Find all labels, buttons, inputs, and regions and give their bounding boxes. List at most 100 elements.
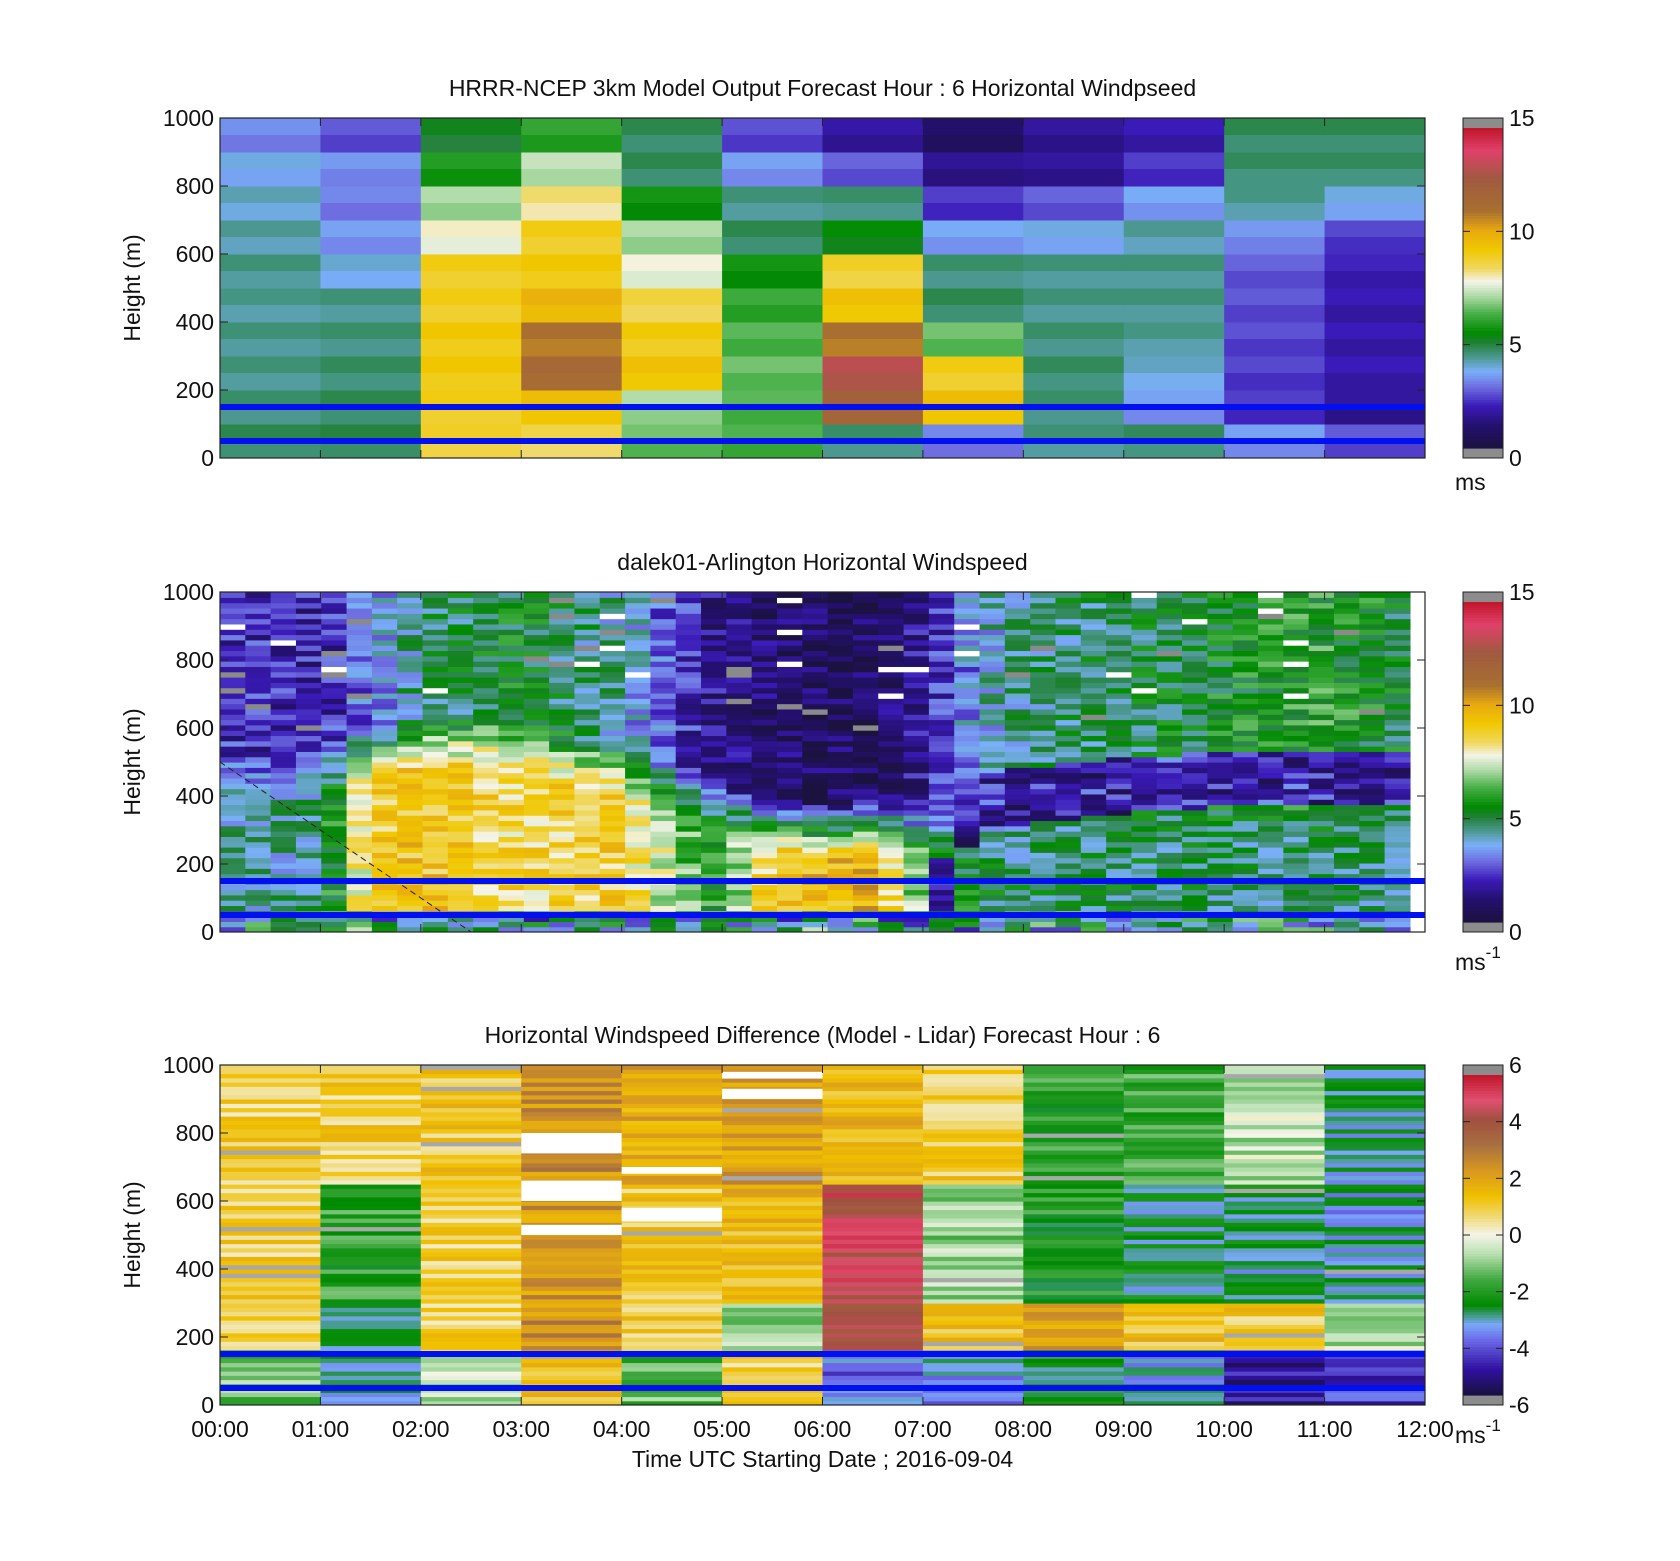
colorbar-swatch: [1463, 690, 1503, 694]
heatmap-cell: [523, 618, 550, 625]
heatmap-cell: [1308, 767, 1335, 774]
heatmap-cell: [599, 714, 626, 721]
heatmap-cell: [675, 799, 702, 806]
colorbar-swatch: [1463, 1160, 1503, 1164]
heatmap-cell: [954, 884, 981, 891]
heatmap-cell: [1055, 815, 1082, 822]
heatmap-cell: [726, 847, 753, 853]
heatmap-cell: [621, 1379, 723, 1385]
heatmap-cell: [928, 767, 955, 774]
heatmap-cell: [625, 645, 652, 652]
heatmap-cell: [1283, 815, 1310, 822]
heatmap-cell: [1283, 868, 1310, 875]
heatmap-cell: [574, 623, 601, 630]
heatmap-cell: [346, 698, 373, 705]
heatmap-cell: [1030, 831, 1057, 837]
heatmap-cell: [822, 1124, 924, 1130]
heatmap-cell: [1324, 1069, 1425, 1075]
heatmap-cell: [675, 629, 702, 636]
heatmap-cell: [776, 655, 803, 662]
heatmap-cell: [321, 847, 348, 853]
heatmap-cell: [1283, 905, 1310, 912]
heatmap-cell: [1004, 703, 1031, 710]
heatmap-cell: [751, 916, 778, 922]
heatmap-cell: [320, 1201, 422, 1206]
heatmap-cell: [1384, 730, 1411, 737]
heatmap-cell: [722, 1209, 824, 1215]
heatmap-cell: [1384, 597, 1411, 604]
heatmap-cell: [1258, 751, 1284, 758]
heatmap-cell: [220, 1175, 322, 1181]
heatmap-cell: [1232, 857, 1259, 864]
colorbar-swatch: [1463, 735, 1503, 739]
heatmap-cell: [726, 661, 753, 667]
heatmap-cell: [1004, 719, 1031, 726]
heatmap-cell: [1004, 677, 1031, 683]
colorbar-swatch: [1463, 847, 1503, 851]
heatmap-cell: [270, 825, 297, 832]
heatmap-cell: [722, 237, 823, 255]
heatmap-cell: [220, 1077, 322, 1083]
heatmap-cell: [1207, 884, 1234, 891]
heatmap-cell: [295, 666, 322, 673]
heatmap-cell: [852, 793, 879, 800]
colorbar-swatch: [1463, 671, 1503, 675]
heatmap-cell: [822, 1154, 924, 1160]
heatmap-cell: [1232, 719, 1259, 726]
heatmap-cell: [422, 671, 449, 678]
heatmap-cell: [1283, 889, 1310, 896]
heatmap-cell: [1224, 424, 1326, 442]
heatmap-cell: [521, 1379, 623, 1385]
colorbar-swatch: [1463, 317, 1503, 321]
heatmap-cell: [397, 634, 424, 641]
heatmap-cell: [521, 1154, 623, 1160]
heatmap-cell: [498, 767, 525, 774]
heatmap-cell: [295, 847, 322, 853]
heatmap-cell: [726, 788, 753, 795]
heatmap-cell: [1106, 756, 1133, 763]
heatmap-cell: [903, 655, 930, 662]
heatmap-cell: [1004, 682, 1031, 689]
heatmap-cell: [498, 884, 525, 891]
heatmap-cell: [1131, 889, 1158, 896]
heatmap-cell: [1023, 1239, 1125, 1245]
heatmap-cell: [1131, 756, 1158, 763]
heatmap-cell: [397, 687, 424, 694]
heatmap-cell: [371, 847, 398, 853]
heatmap-cell: [1123, 1375, 1225, 1381]
heatmap-cell: [1283, 746, 1310, 752]
heatmap-cell: [220, 1247, 322, 1253]
heatmap-cell: [903, 730, 930, 737]
colorbar-swatch: [1463, 1224, 1503, 1228]
heatmap-cell: [1308, 698, 1335, 705]
heatmap-cell: [1224, 1247, 1326, 1253]
heatmap-cell: [650, 804, 677, 811]
heatmap-cell: [954, 777, 981, 784]
heatmap-cell: [473, 677, 500, 683]
heatmap-cell: [1207, 868, 1234, 875]
heatmap-cell: [1123, 1281, 1225, 1287]
heatmap-cell: [722, 271, 823, 289]
heatmap-cell: [1023, 1162, 1125, 1168]
heatmap-cell: [621, 1065, 723, 1070]
heatmap-cell: [1023, 1179, 1125, 1185]
heatmap-cell: [903, 809, 930, 816]
heatmap-cell: [523, 793, 550, 800]
heatmap-cell: [726, 799, 753, 806]
heatmap-cell: [903, 894, 930, 901]
heatmap-cell: [726, 762, 753, 768]
heatmap-cell: [1333, 847, 1360, 853]
heatmap-cell: [675, 724, 702, 731]
heatmap-cell: [321, 783, 348, 790]
heatmap-cell: [1308, 650, 1335, 657]
colorbar-swatch: [1463, 205, 1503, 209]
heatmap-cell: [420, 356, 522, 374]
heatmap-cell: [1308, 793, 1335, 800]
heatmap-cell: [722, 1150, 824, 1155]
heatmap-cell: [1182, 677, 1208, 683]
colorbar-swatch: [1463, 373, 1503, 377]
heatmap-cell: [473, 905, 500, 912]
colorbar-swatch: [1463, 855, 1503, 859]
heatmap-cell: [599, 894, 626, 901]
heatmap-cell: [220, 809, 246, 816]
